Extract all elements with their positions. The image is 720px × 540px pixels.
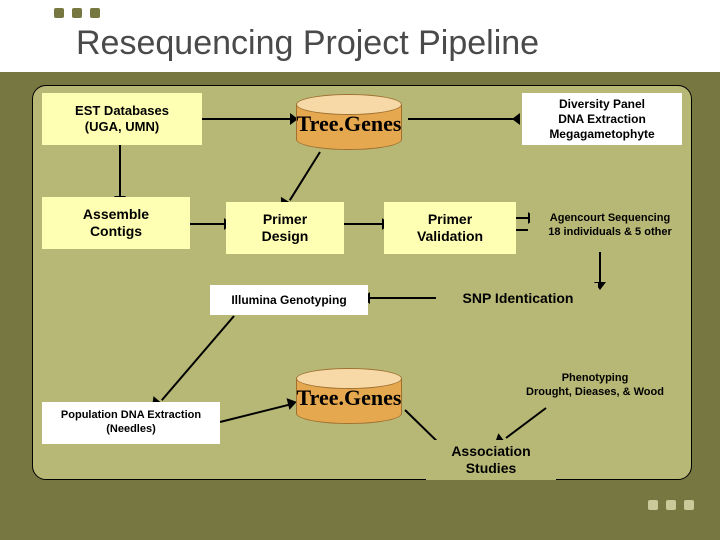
node-agencourt: Agencourt Sequencing18 individuals & 5 o…	[530, 200, 690, 252]
treegenes-db-bottom: Tree.Genes	[296, 368, 402, 424]
node-est-databases: EST Databases(UGA, UMN)	[42, 93, 202, 145]
treegenes-label-bottom: Tree.Genes	[297, 385, 402, 411]
node-primer-validation: PrimerValidation	[384, 202, 516, 254]
node-phenotyping: PhenotypingDrought, Dieases, & Wood	[500, 365, 690, 407]
corner-dots-bottom	[648, 500, 694, 510]
node-population-dna: Population DNA Extraction(Needles)	[42, 402, 220, 444]
corner-dots-top	[54, 8, 100, 18]
node-assemble-contigs: AssembleContigs	[42, 197, 190, 249]
node-illumina: Illumina Genotyping	[210, 285, 368, 315]
page-title: Resequencing Project Pipeline	[76, 24, 539, 63]
node-snp-identification: SNP Identication	[438, 283, 598, 315]
treegenes-db-top: Tree.Genes	[296, 94, 402, 150]
treegenes-label-top: Tree.Genes	[297, 111, 402, 137]
node-diversity-panel: Diversity PanelDNA ExtractionMegagametop…	[522, 93, 682, 145]
node-association: AssociationStudies	[426, 440, 556, 480]
node-primer-design: PrimerDesign	[226, 202, 344, 254]
